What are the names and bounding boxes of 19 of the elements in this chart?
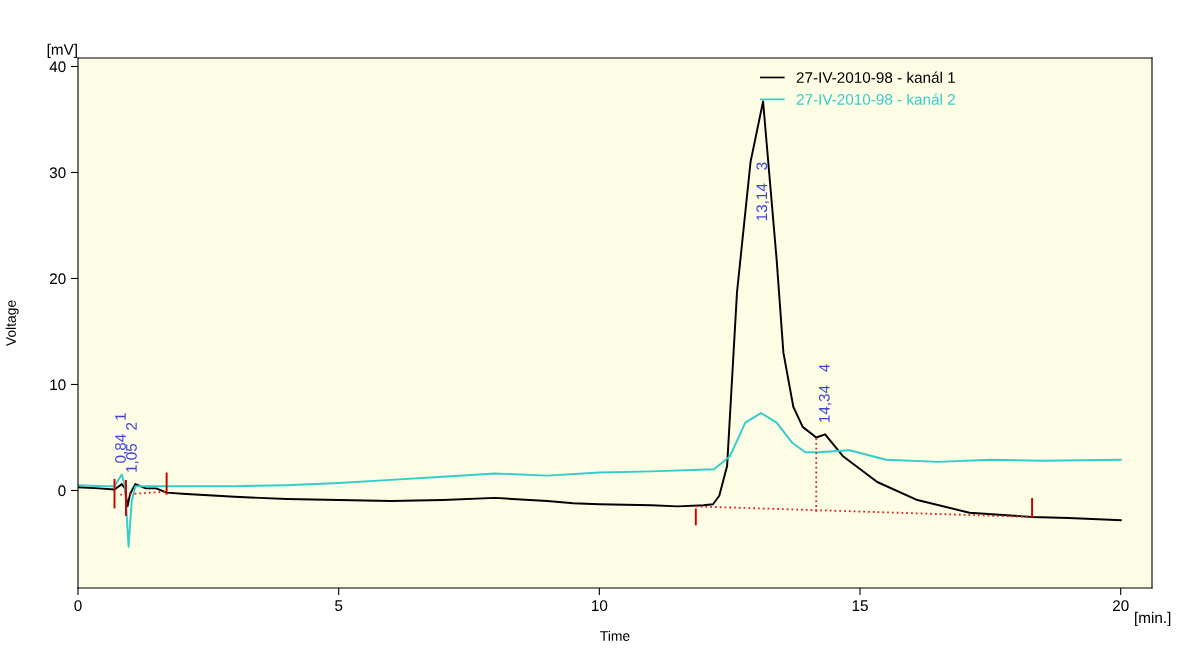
- x-tick-label: 15: [852, 600, 868, 612]
- legend-label: 27-IV-2010-98 - kanál 1: [796, 71, 955, 83]
- y-tick-label: 10: [50, 379, 66, 391]
- legend-label: 27-IV-2010-98 - kanál 2: [796, 93, 955, 105]
- annotation: 14,34 4: [818, 364, 832, 423]
- x-tick-label: 20: [1112, 600, 1129, 612]
- y-tick-label: 0: [58, 485, 66, 497]
- x-tick-label: 10: [592, 600, 608, 612]
- text: [mV]: [47, 43, 77, 58]
- annotation: 1,05 2: [126, 422, 139, 472]
- annotation: 13,14 3: [756, 162, 769, 221]
- text: [min.]: [1135, 611, 1171, 627]
- x-tick-label: 0: [74, 600, 82, 612]
- y-axis-title: Voltage: [5, 300, 19, 347]
- x-axis-title: Time: [600, 630, 630, 641]
- x-tick-label: 5: [335, 600, 343, 612]
- y-tick-label: 30: [49, 167, 66, 179]
- y-tick-label: 40: [49, 61, 66, 73]
- y-tick-label: 20: [49, 273, 66, 285]
